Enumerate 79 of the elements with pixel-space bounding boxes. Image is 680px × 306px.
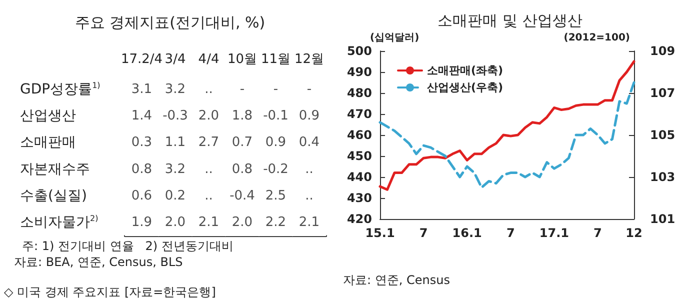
x-tick-label: 7 xyxy=(419,226,428,240)
y-tick-label: 소매판매 xyxy=(20,134,76,151)
y-tick-label: 480 xyxy=(346,86,372,100)
x-tick-label: 17.2/4 xyxy=(120,52,163,67)
x-tick-label: 11월 xyxy=(260,52,291,67)
y-tick-label: 470 xyxy=(346,107,372,121)
data-label: 0.8 xyxy=(131,162,152,177)
data-label: 0.7 xyxy=(232,135,253,150)
text: ◇ 미국 경제 주요지표 [자료=한국은행] xyxy=(4,285,216,299)
x-tick-label: 4/4 xyxy=(198,52,220,67)
y-tick-label: 500 xyxy=(346,44,372,58)
text: - xyxy=(273,82,278,97)
legend-label: 소매판매(좌축) xyxy=(427,64,504,77)
data-label: 1.8 xyxy=(232,108,253,124)
text: - xyxy=(306,82,312,97)
text: .. xyxy=(305,162,314,177)
chart-title: 소매판매 및 산업생산 xyxy=(438,12,582,30)
y-tick-label: 자본재수주 xyxy=(20,161,90,178)
text: 주: 1) 전기대비 연율 2) 전년동기대비 xyxy=(22,239,234,253)
data-label: 2.2 xyxy=(265,215,286,230)
x-tick-label: 3/4 xyxy=(164,52,186,67)
y-axis-title: (십억달러) xyxy=(370,32,420,44)
text: 자료: 연준, Census xyxy=(343,273,450,287)
x-tick-label: 7 xyxy=(506,226,515,240)
y2-tick-label: 109 xyxy=(650,44,676,58)
x-tick-label: 12월 xyxy=(294,52,324,67)
legend-label: 산업생산(우축) xyxy=(427,81,504,94)
data-label: -0.3 xyxy=(162,108,188,124)
y-tick-label: 수출(실질) xyxy=(20,188,87,204)
data-label: 3.2 xyxy=(164,82,186,97)
data-label: 0.3 xyxy=(131,135,152,150)
data-label: 3.2 xyxy=(164,162,186,177)
data-label: -0.1 xyxy=(263,108,288,124)
data-label: 0.4 xyxy=(298,135,320,150)
data-label: 1.1 xyxy=(164,135,186,150)
data-label: -0.2 xyxy=(263,162,288,177)
x-tick-label: 17.1 xyxy=(539,226,569,240)
x-tick-label: 10월 xyxy=(227,52,258,67)
x-tick-label: 15.1 xyxy=(365,226,395,240)
data-label: 2.0 xyxy=(232,215,253,230)
x-tick-label: 16.1 xyxy=(452,226,482,240)
data-label: 2.1 xyxy=(198,215,220,230)
text: .. xyxy=(305,188,314,204)
y-tick-label: 산업생산 xyxy=(20,108,76,124)
data-label: 0.9 xyxy=(265,135,286,150)
y-tick-label: 430 xyxy=(346,191,372,205)
y2-axis-title: (2012=100) xyxy=(564,32,630,44)
data-label: 2.0 xyxy=(164,215,186,230)
y2-tick-label: 105 xyxy=(650,128,676,142)
data-label: 2.1 xyxy=(298,215,320,230)
y-tick-label: 440 xyxy=(346,170,372,184)
text: .. xyxy=(204,188,213,204)
data-label: 0.8 xyxy=(232,162,253,177)
y-tick-label: 450 xyxy=(346,149,372,163)
data-label: 3.1 xyxy=(131,82,152,97)
data-label: 0.2 xyxy=(164,188,186,204)
data-label: 0.9 xyxy=(298,108,320,124)
text: .. xyxy=(204,82,213,97)
data-label: 2.5 xyxy=(265,188,286,204)
chart-title: 주요 경제지표(전기대비, %) xyxy=(74,14,266,32)
data-label: 1.9 xyxy=(131,215,152,230)
y2-tick-label: 107 xyxy=(650,86,676,100)
x-tick-label: 7 xyxy=(594,226,602,240)
data-label: -0.4 xyxy=(230,188,255,204)
text: - xyxy=(240,82,245,97)
y-tick-label: 490 xyxy=(346,65,372,79)
data-label: 2.0 xyxy=(198,108,220,124)
y-tick-label: 420 xyxy=(346,212,372,226)
data-label: 2.7 xyxy=(198,135,220,150)
data-label: 1.4 xyxy=(131,108,152,124)
line-series xyxy=(378,60,636,191)
text: .. xyxy=(204,162,213,177)
y2-tick-label: 103 xyxy=(650,170,676,184)
x-tick-label: 12 xyxy=(626,226,642,240)
data-label: 0.6 xyxy=(131,188,152,204)
y2-tick-label: 101 xyxy=(650,212,676,226)
y-tick-label: 460 xyxy=(346,128,372,142)
line-series xyxy=(378,81,636,189)
text: 자료: BEA, 연준, Census, BLS xyxy=(14,255,183,269)
